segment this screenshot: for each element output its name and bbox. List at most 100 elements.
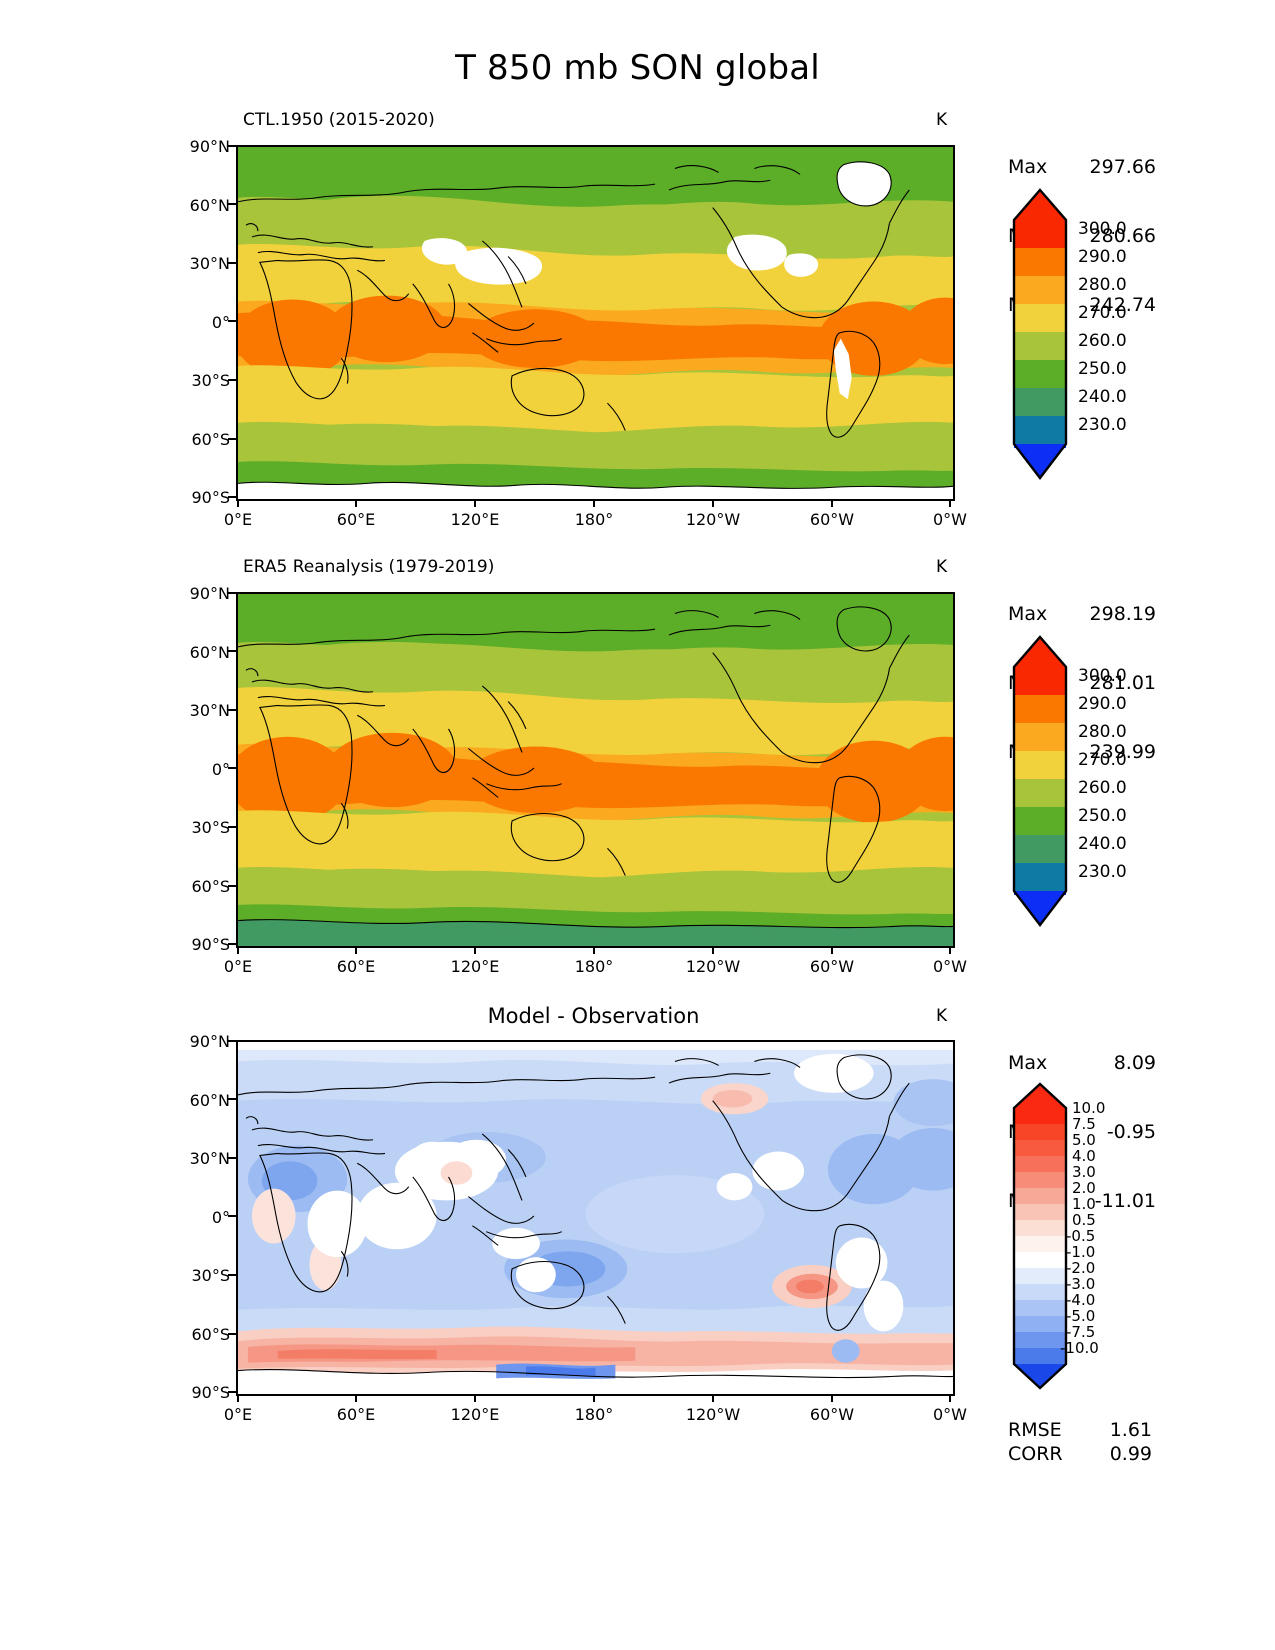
tick <box>831 946 833 954</box>
stat-min-value: 242.74 <box>1089 294 1156 316</box>
panel-model-xtick-6: 0°W <box>933 510 967 529</box>
difference-colorbar-svg <box>1012 1082 1068 1390</box>
stat-max-value: 8.09 <box>1113 1052 1156 1074</box>
stat-max-value: 297.66 <box>1089 156 1156 178</box>
panel-difference-cbar-label-13: -5.0 <box>1066 1307 1096 1325</box>
tick <box>831 1394 833 1402</box>
panel-difference-ytick-6: 90°S <box>191 1383 230 1402</box>
tick <box>228 1215 236 1217</box>
rmse-value: 1.61 <box>1109 1419 1152 1441</box>
tick <box>712 946 714 954</box>
tick <box>228 767 236 769</box>
panel-difference-ytick-5: 60°S <box>191 1325 230 1344</box>
tick <box>228 1157 236 1159</box>
panel-observation-cbar-label-4: 260.0 <box>1078 778 1127 798</box>
panel-model-ytick-1: 60°N <box>189 196 230 215</box>
panel-model-ytick-3: 0° <box>211 313 230 332</box>
panel-model-xtick-5: 60°W <box>809 510 855 529</box>
panel-model-xtick-2: 120°E <box>450 510 500 529</box>
stat-max-value: 298.19 <box>1089 603 1156 625</box>
panel-difference-skill: RMSE 1.61 CORR 0.99 <box>1008 1418 1152 1466</box>
panel-difference-xtick-1: 60°E <box>336 1405 376 1424</box>
panel-difference-units: K <box>936 1006 948 1026</box>
panel-observation-xtick-2: 120°E <box>450 957 500 976</box>
tick <box>228 650 236 652</box>
panel-model-ytick-5: 60°S <box>191 430 230 449</box>
panel-difference-cbar-label-3: 4.0 <box>1072 1147 1096 1165</box>
panel-difference-cbar-label-10: -2.0 <box>1066 1259 1096 1277</box>
stat-mean-value: 280.66 <box>1089 225 1156 247</box>
tick <box>237 946 239 954</box>
observation-colorbar-svg <box>1012 635 1068 927</box>
tick <box>228 379 236 381</box>
tick <box>593 1394 595 1402</box>
panel-difference-cbar-label-1: 7.5 <box>1072 1115 1096 1133</box>
panel-difference-xtick-0: 0°E <box>223 1405 253 1424</box>
panel-observation-ytick-3: 0° <box>211 760 230 779</box>
tick <box>228 1391 236 1393</box>
tick <box>228 885 236 887</box>
tick <box>228 145 236 147</box>
panel-observation-xtick-6: 0°W <box>933 957 967 976</box>
panel-model-ytick-2: 30°N <box>189 254 230 273</box>
panel-difference-cbar-label-8: -0.5 <box>1066 1227 1096 1245</box>
panel-observation-units: K <box>936 557 948 577</box>
model-colorbar-svg <box>1012 188 1068 480</box>
tick <box>831 499 833 507</box>
panel-observation-ytick-5: 60°S <box>191 877 230 896</box>
stat-mean-value: -0.95 <box>1106 1121 1156 1143</box>
panel-model-colorbar <box>1010 188 1070 480</box>
panel-observation-xtick-0: 0°E <box>223 957 253 976</box>
panel-observation-cbar-label-3: 270.0 <box>1078 750 1127 770</box>
stat-max-label: Max <box>1008 1052 1048 1074</box>
tick <box>593 946 595 954</box>
observation-map-svg <box>238 594 953 946</box>
panel-observation-cbar-label-0: 300.0 <box>1078 666 1127 686</box>
panel-difference-map <box>236 1040 955 1396</box>
panel-observation-map <box>236 592 955 948</box>
stat-min-value: 239.99 <box>1089 741 1156 763</box>
panel-observation-ytick-6: 90°S <box>191 935 230 954</box>
panel-difference-ytick-3: 0° <box>211 1208 230 1227</box>
stat-max-label: Max <box>1008 603 1048 625</box>
rmse-label: RMSE <box>1008 1419 1062 1441</box>
panel-difference-colorbar <box>1010 1082 1070 1390</box>
tick <box>949 1394 951 1402</box>
panel-observation-ytick-1: 60°N <box>189 643 230 662</box>
panel-observation-ytick-2: 30°N <box>189 701 230 720</box>
panel-observation-xtick-1: 60°E <box>336 957 376 976</box>
figure-title: T 850 mb SON global <box>455 48 820 88</box>
tick <box>474 946 476 954</box>
panel-observation-cbar-label-7: 230.0 <box>1078 862 1127 882</box>
panel-model-ytick-4: 30°S <box>191 371 230 390</box>
panel-observation-xtick-5: 60°W <box>809 957 855 976</box>
tick <box>355 499 357 507</box>
panel-model-xtick-4: 120°W <box>685 510 741 529</box>
panel-model-map <box>236 145 955 501</box>
panel-observation-ytick-4: 30°S <box>191 818 230 837</box>
corr-label: CORR <box>1008 1443 1063 1465</box>
tick <box>228 1040 236 1042</box>
panel-difference-ytick-1: 60°N <box>189 1091 230 1110</box>
panel-model-title: CTL.1950 (2015-2020) <box>243 110 435 130</box>
panel-difference-xtick-2: 120°E <box>450 1405 500 1424</box>
model-map-svg <box>238 147 953 499</box>
panel-difference-ytick-4: 30°S <box>191 1266 230 1285</box>
panel-difference-cbar-label-2: 5.0 <box>1072 1131 1096 1149</box>
stat-max-label: Max <box>1008 156 1048 178</box>
tick <box>237 499 239 507</box>
panel-difference-cbar-label-0: 10.0 <box>1072 1099 1106 1117</box>
stat-min-value: -11.01 <box>1094 1190 1156 1212</box>
tick <box>355 1394 357 1402</box>
tick <box>949 946 951 954</box>
tick <box>712 499 714 507</box>
panel-difference-cbar-label-14: -7.5 <box>1066 1323 1096 1341</box>
panel-difference-cbar-label-15: -10.0 <box>1060 1339 1099 1357</box>
tick <box>593 499 595 507</box>
tick <box>228 943 236 945</box>
panel-observation-ytick-0: 90°N <box>189 584 230 603</box>
tick <box>228 496 236 498</box>
panel-model-xtick-0: 0°E <box>223 510 253 529</box>
tick <box>228 203 236 205</box>
tick <box>228 592 236 594</box>
